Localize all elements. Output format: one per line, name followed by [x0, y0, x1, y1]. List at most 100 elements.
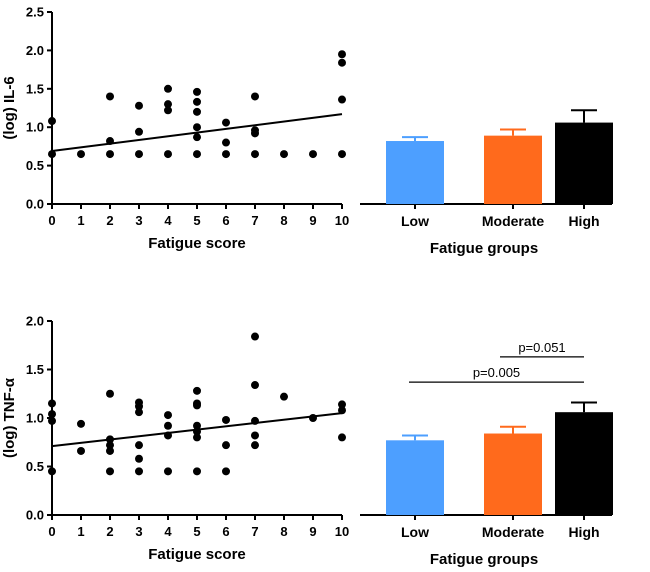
data-point	[338, 433, 346, 442]
x-tick-label: 1	[77, 524, 84, 539]
data-point	[135, 408, 143, 417]
data-point	[164, 150, 172, 159]
data-point	[77, 419, 85, 428]
y-tick-label: 1.0	[26, 411, 44, 426]
data-point	[193, 399, 201, 408]
data-point	[251, 150, 259, 159]
data-point	[106, 92, 114, 101]
y-tick-label: 1.5	[26, 362, 44, 377]
y-tick-label: 2.5	[26, 5, 44, 20]
data-point	[222, 441, 230, 450]
data-point	[193, 150, 201, 159]
data-point	[48, 467, 56, 476]
data-point	[222, 415, 230, 424]
data-point	[106, 441, 114, 450]
data-point	[251, 126, 259, 135]
y-tick-label: 1.5	[26, 81, 44, 96]
y-tick-label: 0.5	[26, 158, 44, 173]
data-point	[193, 97, 201, 106]
y-tick-label: 2.0	[26, 314, 44, 329]
data-point	[338, 406, 346, 415]
bar-high	[555, 122, 613, 204]
category-label: High	[568, 524, 599, 540]
data-point	[193, 433, 201, 442]
y-tick-label: 1.0	[26, 120, 44, 135]
bar-moderate	[484, 135, 542, 204]
data-point	[164, 421, 172, 430]
data-point	[164, 467, 172, 476]
category-label: Moderate	[482, 524, 544, 540]
data-point	[164, 84, 172, 93]
data-point	[280, 392, 288, 401]
y-axis-label: (log) TNF-α	[1, 377, 18, 458]
category-label: High	[568, 213, 599, 229]
data-point	[164, 100, 172, 109]
data-point	[106, 446, 114, 455]
data-point	[106, 389, 114, 398]
bar-low	[386, 141, 444, 204]
p-value-label: p=0.051	[518, 340, 565, 355]
data-point	[48, 410, 56, 419]
x-tick-label: 8	[280, 524, 287, 539]
tnf-bar-panel: Low Moderate High Fatigue groups p=0.051 p=0.…	[360, 340, 613, 568]
bar-high	[555, 412, 613, 515]
data-point	[222, 138, 230, 147]
x-tick-label: 10	[335, 213, 349, 228]
x-tick-label: 4	[164, 524, 172, 539]
data-point	[135, 398, 143, 407]
tnf-scatter-panel: 0.0 0.5 1.0 1.5 2.0 0 1 2 3 4 5 6 7 8 9 10 Fatigue score…	[1, 314, 349, 564]
x-tick-label: 1	[77, 213, 84, 228]
x-tick-label: 4	[164, 213, 172, 228]
category-label: Moderate	[482, 213, 544, 229]
data-point	[222, 150, 230, 159]
il6-bar-panel: Low Moderate High Fatigue groups	[360, 109, 613, 257]
data-point	[135, 127, 143, 136]
x-tick-label: 9	[309, 524, 316, 539]
data-point	[48, 399, 56, 408]
y-tick-label: 0.5	[26, 459, 44, 474]
data-point	[222, 467, 230, 476]
data-point	[135, 101, 143, 110]
data-point	[251, 332, 259, 341]
data-point	[251, 381, 259, 390]
data-point	[135, 441, 143, 450]
data-point	[222, 118, 230, 127]
bar-moderate	[484, 433, 542, 515]
x-tick-label: 10	[335, 524, 349, 539]
x-tick-label: 3	[135, 524, 142, 539]
data-point	[135, 467, 143, 476]
x-tick-label: 0	[48, 524, 55, 539]
data-point	[135, 150, 143, 159]
x-tick-label: 2	[106, 213, 113, 228]
data-point	[309, 150, 317, 159]
x-tick-label: 7	[251, 524, 258, 539]
data-point	[338, 50, 346, 59]
x-axis-label: Fatigue groups	[430, 240, 538, 257]
data-point	[193, 467, 201, 476]
data-point	[77, 150, 85, 159]
data-point	[48, 416, 56, 425]
y-tick-label: 2.0	[26, 43, 44, 58]
data-point	[193, 133, 201, 142]
category-label: Low	[401, 213, 429, 229]
data-point	[193, 421, 201, 430]
y-axis-label: (log) IL-6	[1, 76, 18, 139]
data-point	[251, 92, 259, 101]
category-label: Low	[401, 524, 429, 540]
x-tick-label: 8	[280, 213, 287, 228]
x-tick-label: 0	[48, 213, 55, 228]
data-point	[338, 150, 346, 159]
data-point	[106, 150, 114, 159]
data-point	[193, 107, 201, 116]
data-point	[338, 58, 346, 67]
data-point	[338, 95, 346, 104]
data-point	[193, 386, 201, 395]
x-tick-label: 2	[106, 524, 113, 539]
bar-low	[386, 440, 444, 515]
data-point	[251, 441, 259, 450]
x-axis-label: Fatigue groups	[430, 551, 538, 568]
data-point	[106, 467, 114, 476]
regression-line	[51, 113, 343, 153]
data-point	[338, 400, 346, 409]
